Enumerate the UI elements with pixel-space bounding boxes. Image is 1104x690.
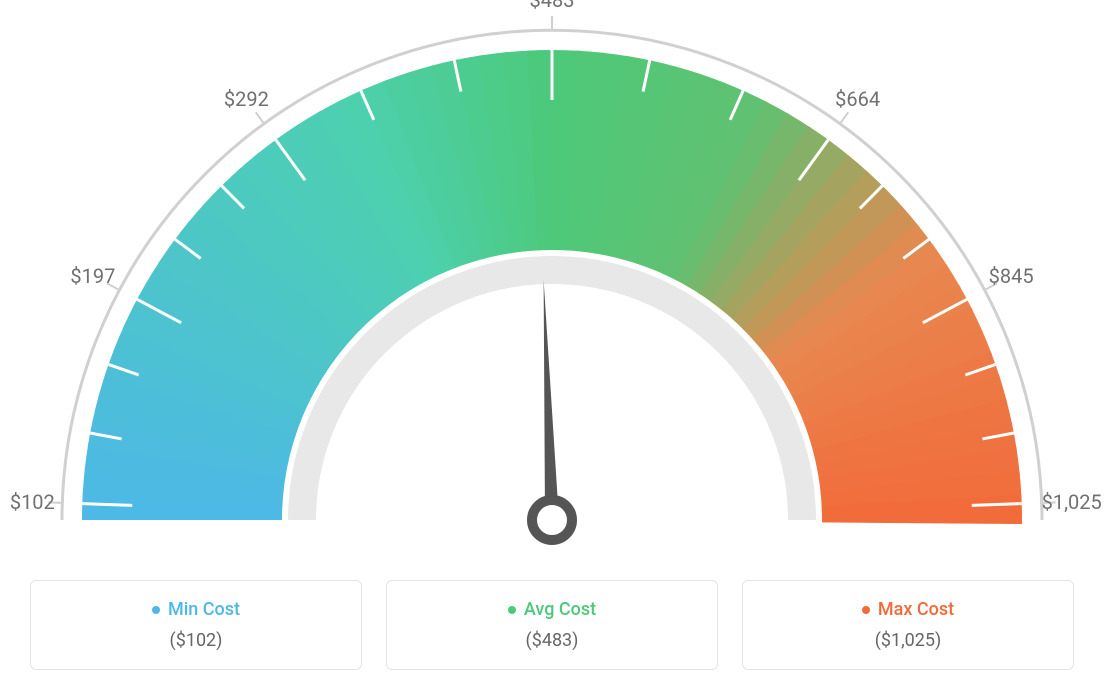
legend-min-title: Min Cost	[152, 599, 240, 620]
legend-avg-dot	[508, 606, 516, 614]
legend-max-label: Max Cost	[878, 599, 954, 620]
gauge-chart: $102 $197 $292 $483 $664 $845 $1,025	[0, 0, 1104, 560]
legend-max-title: Max Cost	[862, 599, 954, 620]
legend-min-dot	[152, 606, 160, 614]
gauge-scale-label: $292	[224, 87, 269, 111]
gauge-scale-label: $483	[530, 0, 575, 12]
legend-min-label: Min Cost	[168, 599, 240, 620]
gauge-scale-label: $1,025	[1042, 490, 1102, 514]
legend-avg: Avg Cost ($483)	[386, 580, 718, 671]
gauge-scale-label: $664	[835, 87, 880, 111]
legend-avg-title: Avg Cost	[508, 599, 596, 620]
legend-row: Min Cost ($102) Avg Cost ($483) Max Cost…	[30, 580, 1074, 671]
legend-max-value: ($1,025)	[763, 630, 1053, 651]
legend-min: Min Cost ($102)	[30, 580, 362, 671]
legend-max: Max Cost ($1,025)	[742, 580, 1074, 671]
gauge-scale-label: $102	[10, 490, 55, 514]
legend-avg-value: ($483)	[407, 630, 697, 651]
legend-max-dot	[862, 606, 870, 614]
legend-min-value: ($102)	[51, 630, 341, 651]
gauge-scale-label: $845	[989, 264, 1034, 288]
legend-avg-label: Avg Cost	[524, 599, 596, 620]
gauge-scale-label: $197	[70, 264, 115, 288]
gauge-svg	[0, 0, 1104, 560]
